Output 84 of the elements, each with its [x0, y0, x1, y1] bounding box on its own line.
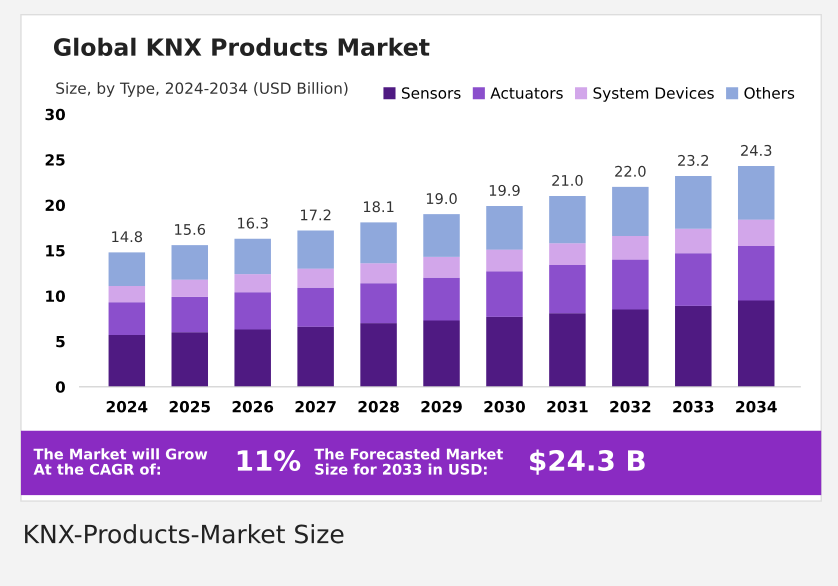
y-tick-label: 25 [46, 154, 65, 166]
y-tick-label: 0 [56, 381, 65, 393]
bar [108, 286, 146, 302]
total-label: 22.0 [615, 166, 646, 177]
legend-label: System Devices [594, 87, 714, 102]
bar [612, 260, 649, 310]
x-tick-label: 2029 [421, 400, 462, 412]
x-tick-label: 2025 [170, 400, 210, 412]
bar [675, 176, 712, 229]
bar [738, 300, 774, 387]
bar [172, 296, 208, 332]
y-tick-label: 30 [45, 108, 65, 120]
legend-label: Others [744, 87, 794, 99]
x-tick-label: 2028 [358, 400, 399, 412]
total-label: 19.9 [490, 184, 520, 196]
bar [612, 236, 649, 260]
bar [675, 253, 712, 306]
total-label: 14.8 [112, 231, 142, 242]
total-label: 19.0 [426, 193, 457, 204]
bar [360, 263, 397, 284]
bar [675, 306, 712, 387]
bar [486, 250, 523, 272]
chart-title: Global KNX Products Market [54, 38, 430, 56]
bar [297, 288, 334, 327]
bar [612, 186, 649, 236]
bar [297, 326, 334, 387]
total-label: 21.0 [552, 174, 583, 186]
bar [738, 166, 774, 220]
bar [738, 220, 774, 246]
y-tick-label: 10 [46, 290, 65, 302]
bar [738, 246, 774, 300]
total-label: 15.6 [175, 224, 206, 235]
chart-subtitle: Size, by Type, 2024-2034 (USD Billion) [56, 82, 348, 97]
bar [675, 228, 712, 254]
x-tick-label: 2024 [106, 400, 148, 412]
bar [549, 265, 586, 314]
bar [423, 320, 460, 387]
text: The Market will Grow At the CAGR of: [34, 448, 208, 475]
x-tick-label: 2032 [610, 400, 650, 412]
bar [423, 278, 460, 320]
total-label: 24.3 [741, 144, 772, 156]
text: The Forecasted Market Size for 2033 in USD: [314, 448, 503, 475]
bar [108, 302, 146, 335]
bar [486, 316, 523, 387]
text: KNX-Products-Market Size [25, 524, 344, 544]
x-tick-label: 2027 [296, 400, 336, 412]
bar [423, 214, 460, 257]
bar [234, 330, 271, 387]
y-tick-label: 15 [46, 245, 65, 257]
x-tick-label: 2033 [673, 400, 714, 412]
bar [360, 283, 397, 324]
bar [297, 230, 334, 269]
bar [234, 274, 271, 292]
total-label: 16.3 [238, 218, 268, 229]
x-tick-label: 2030 [484, 400, 525, 412]
bar [108, 252, 146, 286]
bar [423, 256, 460, 278]
bar [360, 222, 397, 264]
bar [297, 268, 334, 288]
text: $24.3 B [530, 450, 645, 475]
text: 11% [238, 450, 300, 471]
bar [486, 271, 523, 317]
bar [172, 332, 208, 387]
bar [172, 280, 208, 297]
x-tick-label: 2031 [547, 400, 588, 412]
bar [108, 334, 146, 387]
bar [549, 196, 586, 244]
bar [612, 310, 649, 387]
x-tick-label: 2034 [736, 400, 777, 412]
bar [360, 323, 397, 387]
total-label: 17.2 [301, 209, 330, 220]
legend-label: Sensors [402, 87, 461, 99]
total-label: 23.2 [678, 154, 708, 166]
bar [486, 206, 523, 250]
y-tick-label: 20 [46, 200, 65, 212]
bar [549, 243, 586, 266]
total-label: 18.1 [364, 201, 394, 212]
bar [549, 313, 586, 387]
y-tick-label: 5 [56, 336, 65, 348]
x-tick-label: 2026 [232, 400, 274, 412]
bar [172, 245, 208, 280]
legend-label: Actuators [490, 87, 563, 99]
bar [234, 292, 271, 330]
bar [234, 238, 271, 274]
